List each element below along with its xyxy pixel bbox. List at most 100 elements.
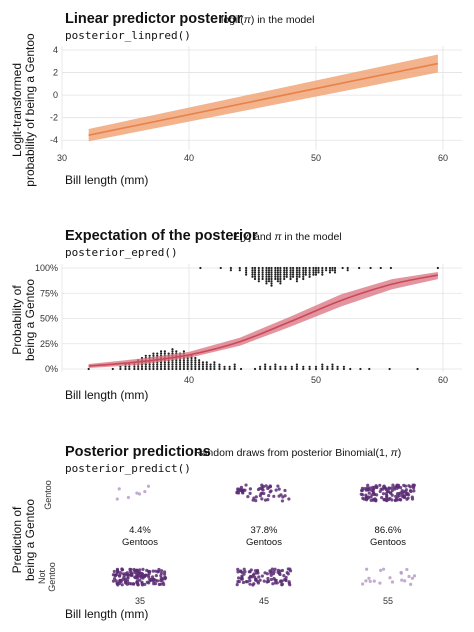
obs-point [333, 266, 337, 270]
obs-point [194, 367, 197, 371]
obs-point [289, 271, 292, 274]
obs-point [279, 367, 282, 371]
draw-point-gentoo [263, 498, 268, 502]
obs-point [253, 277, 257, 281]
obs-point [182, 350, 186, 353]
obs-point [159, 350, 163, 353]
obs-point [205, 365, 208, 368]
obs-point [317, 266, 320, 270]
obs-point [119, 365, 122, 368]
obs-point [245, 269, 248, 272]
obs-point [239, 367, 243, 371]
obs-point [264, 363, 267, 366]
draw-point-not-gentoo [248, 578, 252, 583]
panel-linpred: Linear predictor posterior logit(π) in t… [10, 11, 462, 187]
gentoo-percent-label: 37.8% [251, 525, 278, 536]
draw-point-not-gentoo [361, 582, 365, 586]
obs-point [308, 269, 311, 272]
draw-point-not-gentoo [368, 579, 372, 583]
draw-point-not-gentoo [280, 582, 284, 586]
obs-point [279, 275, 282, 278]
draw-point-gentoo [397, 483, 401, 487]
draw-point-not-gentoo [253, 569, 257, 573]
obs-point [331, 365, 334, 368]
obs-point [274, 266, 277, 270]
obs-point [178, 367, 182, 371]
obs-point [276, 275, 279, 278]
draw-point-not-gentoo [412, 574, 417, 578]
panel3-title: Posterior predictions [65, 444, 211, 460]
obs-point [289, 266, 292, 270]
y-tick-label: 2 [53, 68, 58, 78]
obs-point [167, 361, 170, 364]
x-tick-label: 45 [259, 596, 269, 606]
obs-point [261, 269, 264, 272]
obs-point [314, 367, 318, 371]
obs-point [292, 271, 295, 274]
draw-point-gentoo [372, 497, 376, 502]
draw-point-not-gentoo [240, 570, 244, 574]
draw-point-not-gentoo [120, 567, 124, 571]
obs-point [267, 266, 271, 270]
obs-point [201, 365, 205, 368]
obs-point [167, 367, 170, 371]
obs-point [308, 367, 311, 371]
draw-point-not-gentoo [378, 581, 382, 585]
draw-point-gentoo [260, 497, 264, 501]
draw-point-gentoo [283, 488, 287, 493]
obs-point [175, 350, 178, 353]
obs-point [342, 367, 346, 371]
obs-point [283, 277, 286, 281]
obs-point [198, 365, 201, 368]
obs-point [229, 269, 232, 272]
obs-point [137, 367, 140, 371]
obs-point [285, 271, 288, 274]
obs-point [137, 365, 140, 368]
panel2-ylabel-line1: Probability of [10, 285, 24, 355]
obs-point [292, 269, 295, 272]
obs-point [213, 365, 216, 368]
obs-point [251, 271, 254, 274]
obs-point [304, 271, 307, 274]
gentoo-word-label: Gentoos [122, 537, 158, 548]
obs-point [321, 266, 324, 270]
obs-point [283, 275, 286, 278]
obs-point [152, 365, 155, 368]
obs-point [228, 367, 231, 371]
draw-point-not-gentoo [129, 572, 133, 576]
obs-point [213, 363, 216, 366]
draw-point-not-gentoo [269, 573, 273, 577]
obs-point [167, 365, 170, 368]
draw-point-not-gentoo [367, 576, 371, 580]
obs-point [233, 363, 236, 366]
obs-point [163, 361, 166, 364]
x-tick-label: 40 [184, 153, 194, 163]
draw-point-not-gentoo [138, 578, 142, 582]
obs-point [388, 367, 391, 371]
obs-point [331, 367, 334, 371]
obs-point [321, 365, 324, 368]
panel2-code: posterior_epred() [65, 246, 178, 259]
draw-point-gentoo [390, 488, 394, 493]
obs-point [265, 271, 268, 274]
obs-point [270, 282, 273, 285]
obs-point [267, 275, 271, 278]
obs-point [171, 363, 174, 366]
obs-point [267, 277, 271, 281]
obs-point [258, 367, 262, 371]
draw-point-not-gentoo [252, 582, 256, 586]
obs-point [283, 271, 286, 274]
draw-point-gentoo [363, 486, 367, 491]
obs-point [257, 280, 260, 283]
obs-point [163, 363, 166, 366]
draw-point-not-gentoo [236, 576, 241, 580]
obs-point [295, 271, 299, 274]
obs-point [144, 354, 147, 357]
draw-point-gentoo [272, 494, 276, 498]
obs-point [251, 273, 254, 276]
gentoo-percent-label: 86.6% [375, 525, 402, 536]
obs-point [283, 273, 286, 276]
draw-point-gentoo [267, 493, 271, 498]
draw-point-gentoo [143, 489, 147, 494]
